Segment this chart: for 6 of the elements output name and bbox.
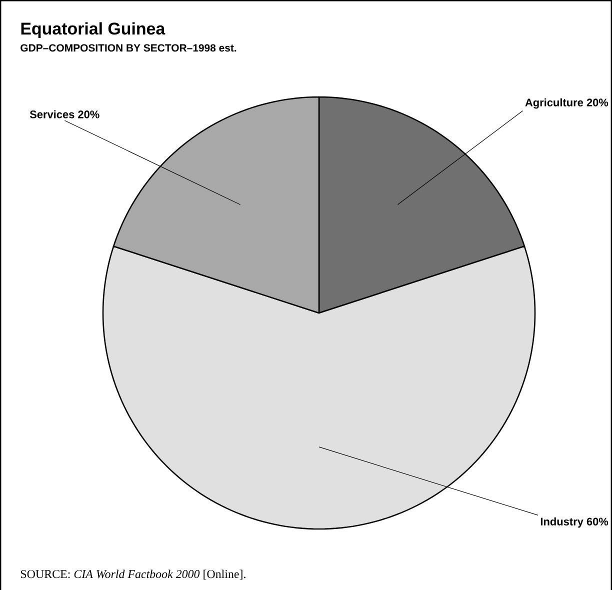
chart-title: Equatorial Guinea (21, 22, 166, 38)
slice-label: Industry 60% (540, 517, 608, 528)
slice-label: Agriculture 20% (525, 98, 608, 109)
source-note: SOURCE: CIA World Factbook 2000 [Online]. (20, 570, 246, 580)
chart-subtitle: GDP–COMPOSITION BY SECTOR–1998 est. (20, 44, 236, 52)
slice-label: Services 20% (30, 110, 100, 118)
